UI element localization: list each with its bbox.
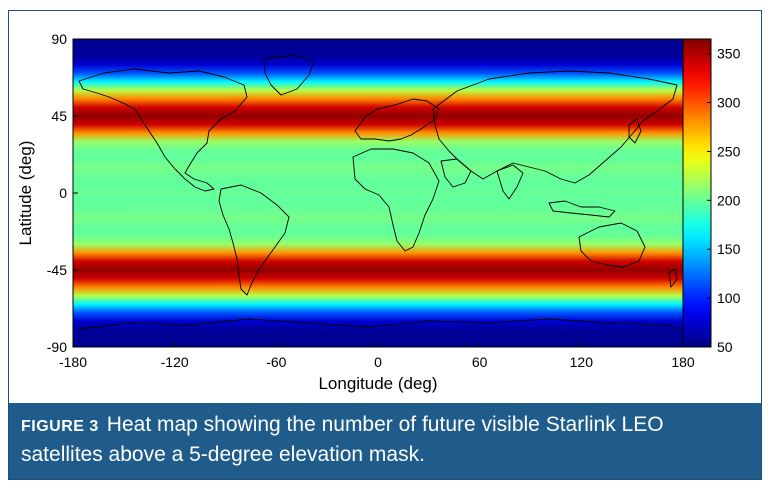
colorbar-tick-label: 200: [717, 192, 741, 208]
new-zealand-outline: [668, 268, 678, 288]
x-axis-title: Longitude (deg): [318, 374, 437, 393]
arabia-outline: [440, 158, 472, 188]
india-outline: [496, 164, 524, 200]
heatmap-field: [73, 39, 683, 347]
colorbar-tick-label: 350: [717, 46, 741, 62]
colorbar-tick-label: 50: [717, 339, 733, 355]
europe-outline: [354, 98, 440, 142]
x-tick-label: -120: [161, 354, 189, 370]
y-tick-label: 0: [59, 185, 67, 201]
figure-caption: FIGURE 3 Heat map showing the number of f…: [9, 403, 761, 479]
colorbar-tick-label: 100: [717, 290, 741, 306]
indonesia-outline: [548, 200, 616, 218]
y-tick-label: 90: [51, 31, 67, 47]
japan-outline: [628, 118, 642, 144]
greenland-outline: [263, 54, 315, 96]
x-tick-label: 180: [671, 354, 695, 370]
north-america-outline: [78, 68, 248, 192]
africa-outline: [352, 148, 440, 252]
figure-label: FIGURE 3: [21, 418, 99, 435]
chart-area: -180 -120 -60 0 60 120 180 90 45 0 -45 -90 Longitude…: [9, 11, 761, 403]
y-axis-title: Latitude (deg): [16, 141, 35, 246]
y-tick-label: -90: [47, 339, 67, 355]
caption-text: Heat map showing the number of future vi…: [21, 413, 664, 466]
colorbar-tick-label: 150: [717, 241, 741, 257]
colorbar-tick-label: 250: [717, 143, 741, 159]
heatmap-chart: -180 -120 -60 0 60 120 180 90 45 0 -45 -90 Longitude…: [16, 31, 741, 393]
coastline-overlay: [78, 54, 682, 330]
x-tick-label: -60: [266, 354, 286, 370]
x-tick-label: 0: [374, 354, 382, 370]
x-tick-label: 60: [472, 354, 488, 370]
antarctica-outline: [78, 318, 682, 330]
colorbar-tick-label: 300: [717, 95, 741, 111]
south-america-outline: [218, 184, 290, 296]
x-tick-label: -180: [59, 354, 87, 370]
y-tick-label: -45: [47, 262, 67, 278]
colorbar: [682, 38, 712, 348]
y-tick-label: 45: [51, 108, 67, 124]
x-tick-label: 120: [570, 354, 594, 370]
figure: -180 -120 -60 0 60 120 180 90 45 0 -45 -90 Longitude…: [8, 10, 762, 480]
australia-outline: [578, 222, 646, 268]
